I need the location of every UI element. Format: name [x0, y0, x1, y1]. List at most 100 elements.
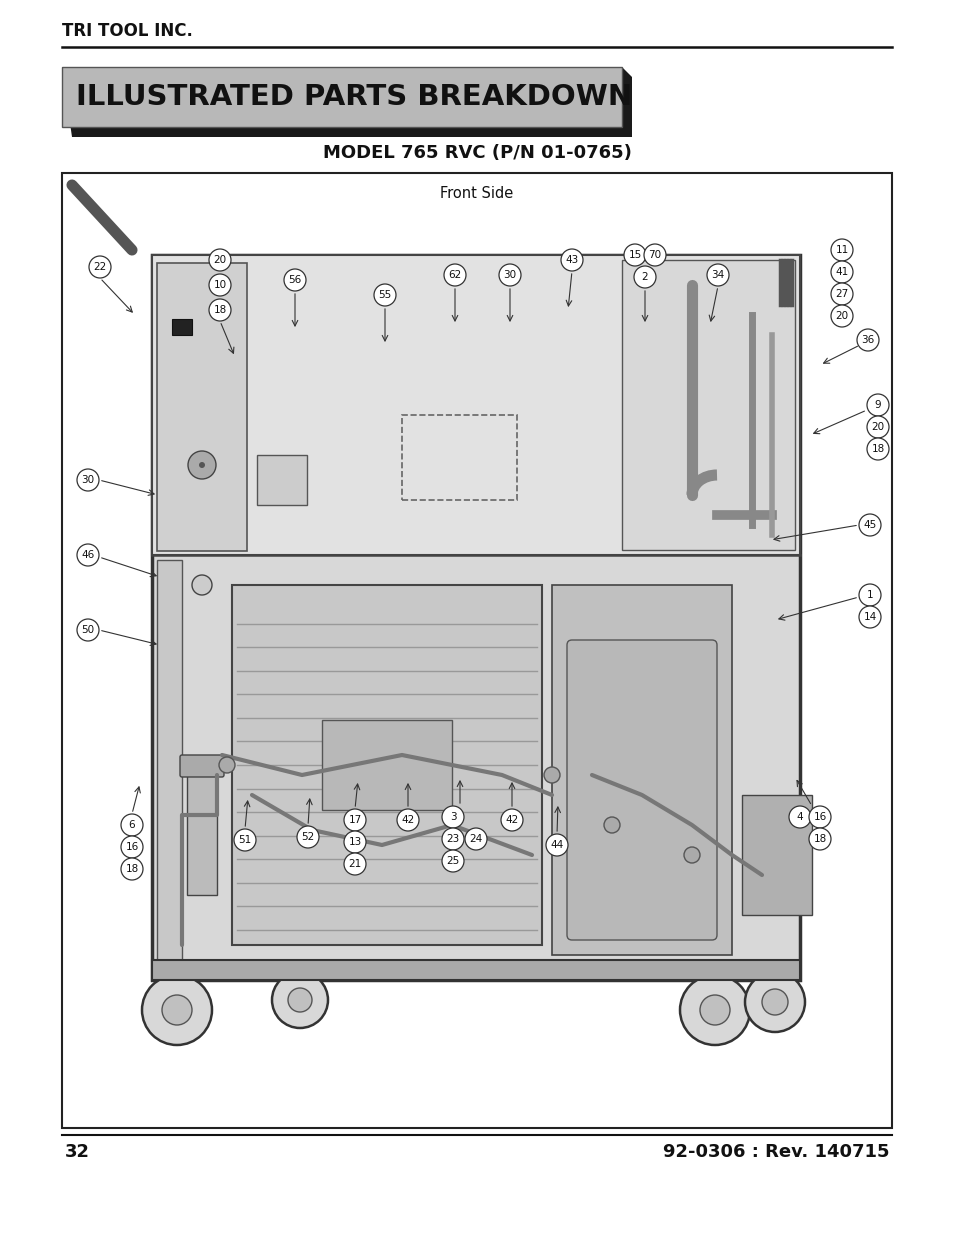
Text: 20: 20: [213, 254, 226, 266]
Text: 3: 3: [449, 811, 456, 823]
FancyBboxPatch shape: [741, 795, 811, 915]
Circle shape: [77, 543, 99, 566]
Circle shape: [162, 995, 192, 1025]
Circle shape: [121, 836, 143, 858]
Circle shape: [744, 972, 804, 1032]
FancyBboxPatch shape: [62, 67, 621, 127]
Circle shape: [543, 767, 559, 783]
Text: 44: 44: [550, 840, 563, 850]
Text: 9: 9: [874, 400, 881, 410]
Circle shape: [89, 256, 111, 278]
Text: 4: 4: [796, 811, 802, 823]
Circle shape: [683, 847, 700, 863]
FancyBboxPatch shape: [187, 776, 216, 895]
Circle shape: [866, 438, 888, 459]
Text: 50: 50: [81, 625, 94, 635]
Circle shape: [396, 809, 418, 831]
FancyBboxPatch shape: [552, 585, 731, 955]
Circle shape: [296, 826, 318, 848]
Circle shape: [272, 972, 328, 1028]
Circle shape: [761, 989, 787, 1015]
Text: 15: 15: [628, 249, 641, 261]
Circle shape: [623, 245, 645, 266]
Circle shape: [199, 462, 205, 468]
Circle shape: [679, 974, 749, 1045]
Text: 62: 62: [448, 270, 461, 280]
Text: 42: 42: [401, 815, 415, 825]
Text: 42: 42: [505, 815, 518, 825]
Circle shape: [856, 329, 878, 351]
FancyBboxPatch shape: [152, 254, 800, 981]
Text: 18: 18: [125, 864, 138, 874]
Circle shape: [560, 249, 582, 270]
Circle shape: [830, 261, 852, 283]
FancyBboxPatch shape: [322, 720, 452, 810]
Text: 32: 32: [65, 1144, 90, 1161]
Circle shape: [344, 853, 366, 876]
FancyBboxPatch shape: [152, 254, 800, 555]
Text: 17: 17: [348, 815, 361, 825]
Text: 43: 43: [565, 254, 578, 266]
Circle shape: [706, 264, 728, 287]
FancyBboxPatch shape: [172, 319, 192, 335]
Text: 34: 34: [711, 270, 724, 280]
Circle shape: [374, 284, 395, 306]
FancyBboxPatch shape: [157, 263, 247, 551]
Circle shape: [284, 269, 306, 291]
Circle shape: [858, 514, 880, 536]
Circle shape: [603, 818, 619, 832]
Text: 25: 25: [446, 856, 459, 866]
Text: Front Side: Front Side: [440, 185, 513, 200]
Text: 1: 1: [865, 590, 872, 600]
Circle shape: [209, 299, 231, 321]
Text: 22: 22: [93, 262, 107, 272]
FancyBboxPatch shape: [62, 173, 891, 1128]
Circle shape: [344, 809, 366, 831]
Text: 20: 20: [870, 422, 883, 432]
Circle shape: [142, 974, 212, 1045]
Text: 14: 14: [862, 613, 876, 622]
Text: 55: 55: [378, 290, 392, 300]
Text: 27: 27: [835, 289, 848, 299]
Circle shape: [788, 806, 810, 827]
Circle shape: [209, 274, 231, 296]
Circle shape: [441, 850, 463, 872]
Text: 56: 56: [288, 275, 301, 285]
Text: 41: 41: [835, 267, 848, 277]
FancyBboxPatch shape: [152, 960, 800, 981]
Circle shape: [545, 834, 567, 856]
Text: 30: 30: [503, 270, 516, 280]
Circle shape: [866, 416, 888, 438]
Circle shape: [188, 451, 215, 479]
Circle shape: [441, 827, 463, 850]
FancyBboxPatch shape: [157, 559, 182, 974]
FancyBboxPatch shape: [180, 755, 224, 777]
FancyBboxPatch shape: [566, 640, 717, 940]
Text: 21: 21: [348, 860, 361, 869]
Circle shape: [808, 827, 830, 850]
Text: 70: 70: [648, 249, 660, 261]
Text: ILLUSTRATED PARTS BREAKDOWN: ILLUSTRATED PARTS BREAKDOWN: [76, 83, 632, 111]
Text: 18: 18: [813, 834, 825, 844]
Text: 10: 10: [213, 280, 226, 290]
Text: 18: 18: [213, 305, 227, 315]
Text: 16: 16: [813, 811, 825, 823]
FancyBboxPatch shape: [232, 585, 541, 945]
Text: 18: 18: [870, 445, 883, 454]
Circle shape: [121, 858, 143, 881]
Circle shape: [121, 814, 143, 836]
Circle shape: [192, 576, 212, 595]
Text: 52: 52: [301, 832, 314, 842]
Text: 36: 36: [861, 335, 874, 345]
Circle shape: [500, 809, 522, 831]
Circle shape: [498, 264, 520, 287]
Text: 92-0306 : Rev. 140715: 92-0306 : Rev. 140715: [662, 1144, 889, 1161]
Text: 16: 16: [125, 842, 138, 852]
Circle shape: [344, 831, 366, 853]
Text: 20: 20: [835, 311, 847, 321]
Circle shape: [77, 619, 99, 641]
Circle shape: [288, 988, 312, 1011]
Circle shape: [643, 245, 665, 266]
Text: 13: 13: [348, 837, 361, 847]
Circle shape: [209, 249, 231, 270]
